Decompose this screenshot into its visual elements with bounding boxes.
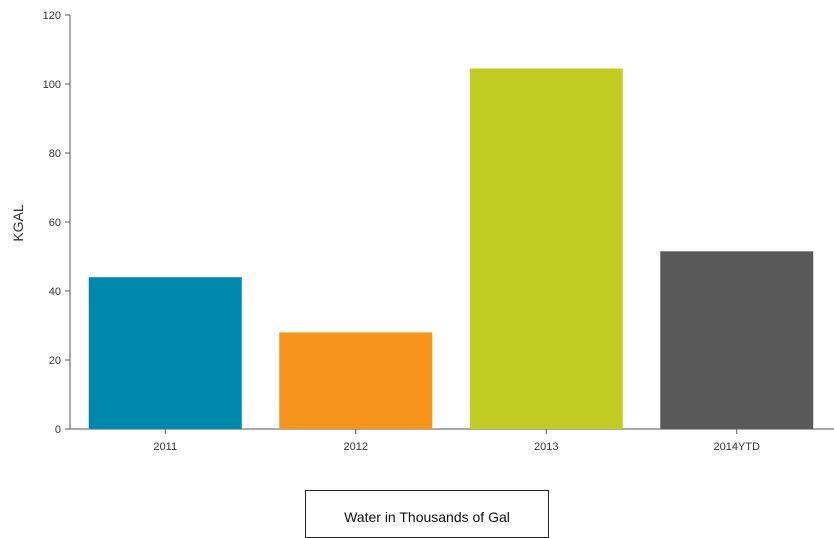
y-tick-label: 40 xyxy=(49,286,61,298)
y-tick-label: 20 xyxy=(49,355,61,367)
y-axis-title: KGAL xyxy=(10,204,26,242)
chart-caption-box: Water in Thousands of Gal xyxy=(305,490,549,538)
y-tick-label: 0 xyxy=(55,424,61,436)
x-tick-label: 2013 xyxy=(534,441,558,453)
y-tick-label: 80 xyxy=(49,148,61,160)
y-tick-label: 100 xyxy=(43,79,61,91)
bar-2014ytd xyxy=(660,251,814,429)
bar-2011 xyxy=(88,277,242,429)
x-tick-label: 2014YTD xyxy=(714,441,761,453)
y-tick-label: 60 xyxy=(49,217,61,229)
x-axis: 2011 2012 2013 2014YTD xyxy=(70,428,834,453)
bar-series xyxy=(88,68,814,429)
x-tick-label: 2011 xyxy=(153,441,177,453)
y-tick-label: 120 xyxy=(43,10,61,22)
y-axis: 0 20 40 60 80 100 120 xyxy=(43,10,71,436)
x-tick-label: 2012 xyxy=(344,441,368,453)
bar-2012 xyxy=(279,332,433,429)
bar-2013 xyxy=(469,68,623,429)
chart-caption: Water in Thousands of Gal xyxy=(344,509,510,525)
